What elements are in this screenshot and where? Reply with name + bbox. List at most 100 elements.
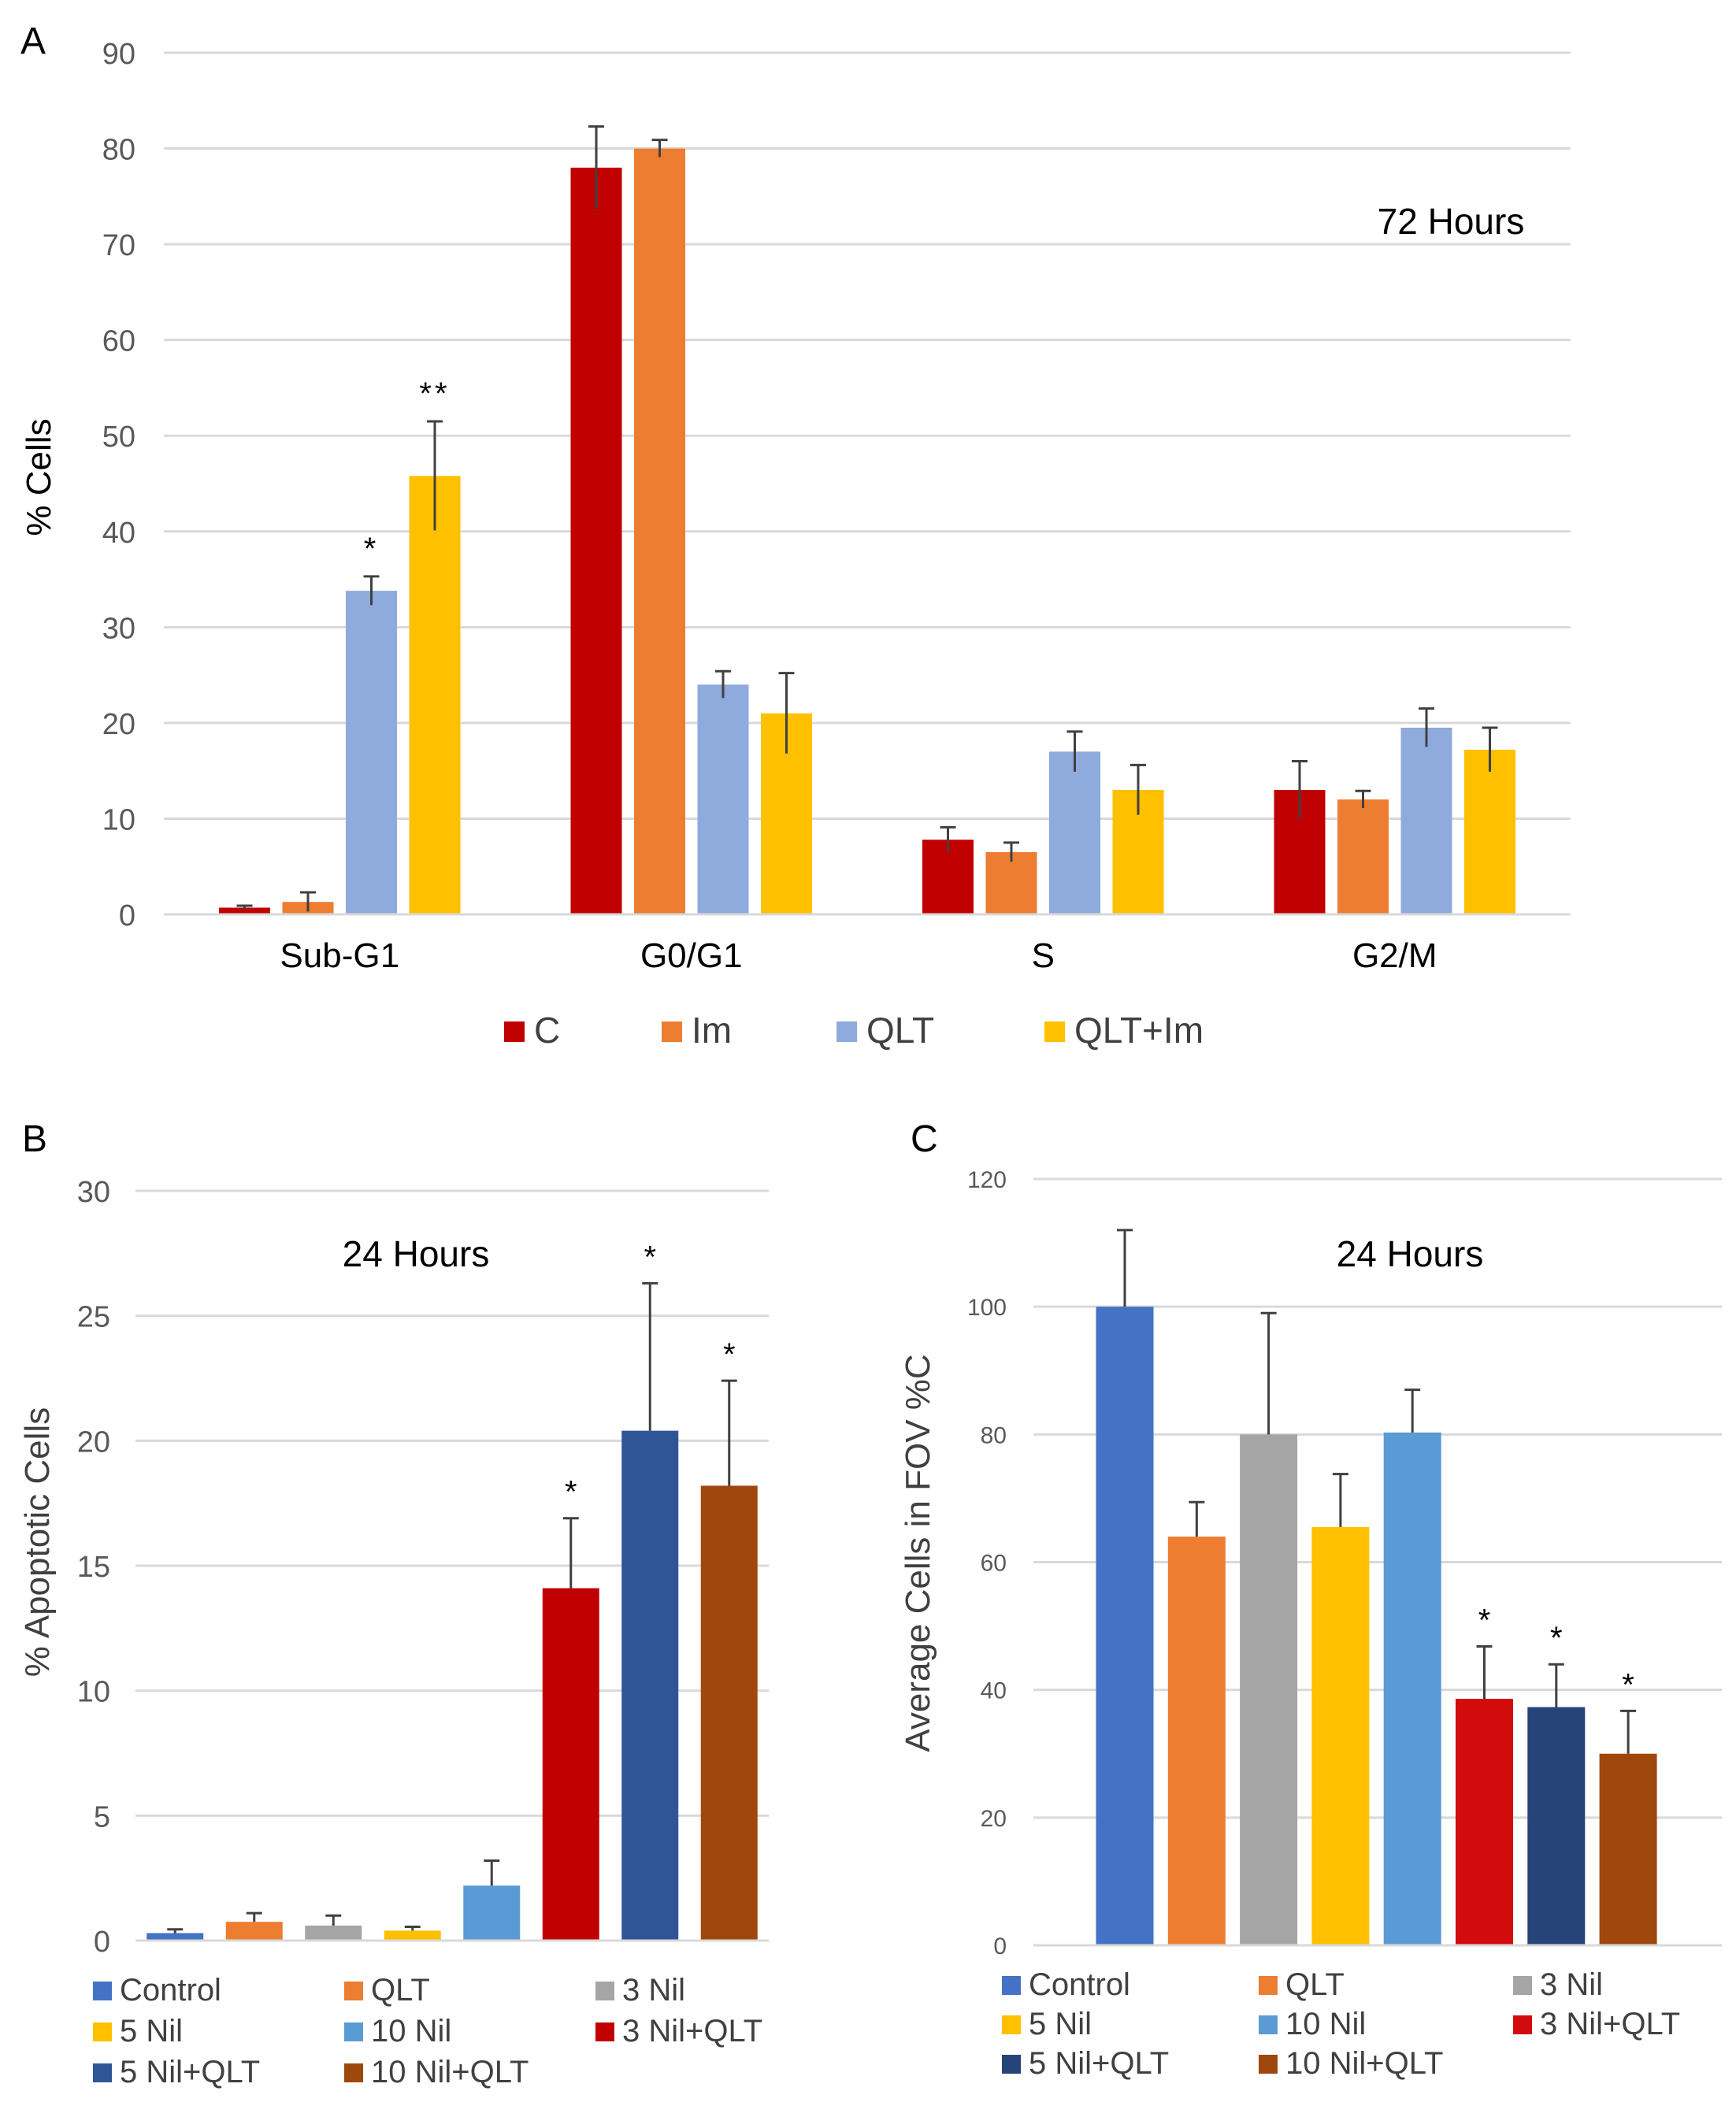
legend-label: 10 Nil xyxy=(371,2014,451,2048)
bar xyxy=(542,1588,599,1941)
legend-swatch xyxy=(93,1982,112,2000)
y-tick-label: 20 xyxy=(77,1426,110,1459)
bar xyxy=(1456,1699,1513,1945)
bar xyxy=(384,1930,441,1941)
legend-label: 10 Nil+QLT xyxy=(371,2055,529,2089)
y-tick-label: 10 xyxy=(102,803,135,836)
legend-swatch xyxy=(344,2063,363,2082)
panel-a-annotation: 72 Hours xyxy=(1378,201,1525,242)
bar xyxy=(697,684,749,914)
y-tick-label: 0 xyxy=(993,1933,1007,1959)
legend-label: QLT xyxy=(866,1010,934,1051)
bar xyxy=(1400,727,1452,914)
y-tick-label: 40 xyxy=(981,1678,1007,1704)
y-tick-label: 80 xyxy=(102,134,135,167)
legend-label: 10 Nil+QLT xyxy=(1285,2046,1443,2081)
legend-label: 3 Nil xyxy=(622,1973,685,2008)
panel-b-label: B xyxy=(22,1118,47,1160)
legend-swatch xyxy=(344,1982,363,2000)
panel-c-bars xyxy=(1096,1307,1657,1945)
bar xyxy=(346,591,397,914)
legend-label: 5 Nil xyxy=(1029,2007,1092,2041)
y-tick-label: 50 xyxy=(102,421,135,454)
panel-c-annotation: 24 Hours xyxy=(1337,1233,1484,1274)
legend-label: 3 Nil+QLT xyxy=(1540,2007,1680,2041)
panel-b: B 0 5 10 15 20 25 30 % Apoptotic Cells * * * 24 … xyxy=(18,1118,769,2089)
bar xyxy=(463,1885,521,1941)
significance-marker: * xyxy=(1478,1604,1491,1638)
significance-marker: * xyxy=(1550,1621,1563,1655)
bar xyxy=(621,1430,679,1941)
legend-swatch xyxy=(595,2022,614,2041)
bar xyxy=(634,148,685,915)
panel-a-y-ticks: 0 10 20 30 40 50 60 70 80 90 xyxy=(102,38,135,932)
legend-swatch xyxy=(1259,1976,1278,1995)
legend-swatch xyxy=(93,2022,112,2041)
significance-marker: ** xyxy=(419,376,450,411)
x-tick-label: Sub-G1 xyxy=(280,936,399,975)
y-tick-label: 25 xyxy=(77,1301,110,1334)
x-tick-label: G2/M xyxy=(1352,936,1437,975)
y-tick-label: 20 xyxy=(102,708,135,741)
bar xyxy=(1337,799,1389,914)
panel-c-y-axis-label: Average Cells in FOV %C xyxy=(899,1354,937,1752)
significance-marker: * xyxy=(364,532,380,566)
y-tick-label: 15 xyxy=(77,1551,110,1584)
y-tick-label: 90 xyxy=(102,38,135,71)
legend-label: Control xyxy=(1029,1967,1130,2002)
bar xyxy=(1464,749,1515,914)
legend-label: 3 Nil xyxy=(1540,1967,1603,2002)
bar xyxy=(1599,1753,1657,1945)
legend-label: 5 Nil+QLT xyxy=(120,2055,260,2089)
legend-swatch xyxy=(1002,2015,1021,2034)
y-tick-label: 60 xyxy=(102,325,135,358)
bar xyxy=(1240,1434,1298,1945)
y-tick-label: 20 xyxy=(981,1806,1007,1832)
x-tick-label: G0/G1 xyxy=(640,936,743,975)
legend-swatch xyxy=(1259,2055,1278,2074)
panel-c-legend: Control QLT 3 Nil 5 Nil 10 Nil 3 Nil+QLT 5 Nil… xyxy=(1002,1967,1680,2081)
y-tick-label: 70 xyxy=(102,229,135,262)
legend-swatch xyxy=(344,2022,363,2041)
bar xyxy=(305,1925,362,1941)
panel-b-significance: * * * xyxy=(565,1240,736,1509)
bar xyxy=(1096,1307,1154,1945)
legend-swatch xyxy=(595,1982,614,2000)
y-tick-label: 5 xyxy=(94,1800,110,1833)
panel-b-y-axis-label: % Apoptotic Cells xyxy=(18,1407,57,1677)
legend-swatch xyxy=(1044,1021,1065,1042)
significance-marker: * xyxy=(723,1337,736,1372)
y-tick-label: 30 xyxy=(77,1176,110,1209)
legend-label: Im xyxy=(692,1010,732,1051)
panel-b-error-bars xyxy=(167,1281,737,1933)
legend-swatch xyxy=(1002,2055,1021,2074)
panel-a-x-ticks: Sub-G1 G0/G1 S G2/M xyxy=(280,936,1437,975)
legend-swatch xyxy=(504,1021,525,1042)
legend-swatch xyxy=(93,2063,112,2082)
panel-a-bars xyxy=(219,148,1515,915)
x-tick-label: S xyxy=(1032,936,1055,975)
bar xyxy=(409,476,461,914)
y-tick-label: 40 xyxy=(102,517,135,550)
legend-label: QLT xyxy=(1285,1967,1345,2002)
panel-b-annotation: 24 Hours xyxy=(343,1233,490,1274)
significance-marker: * xyxy=(565,1475,577,1510)
bar xyxy=(219,907,270,914)
panel-c: C 0 20 40 60 80 100 120 Average Cells in FOV %… xyxy=(899,1118,1722,2081)
bar xyxy=(1383,1432,1441,1945)
y-tick-label: 10 xyxy=(77,1676,110,1709)
panel-c-significance: * * * xyxy=(1478,1604,1634,1703)
legend-label: C xyxy=(534,1010,560,1051)
legend-swatch xyxy=(1513,1976,1532,1995)
y-tick-label: 80 xyxy=(981,1422,1007,1448)
bar xyxy=(1049,751,1100,914)
bar xyxy=(1167,1537,1226,1945)
panel-a-significance: *** xyxy=(364,376,450,566)
panel-b-bars xyxy=(147,1430,758,1941)
panel-b-y-ticks: 0 5 10 15 20 25 30 xyxy=(77,1176,110,1959)
legend-swatch xyxy=(662,1021,682,1042)
legend-label: QLT+Im xyxy=(1074,1010,1204,1051)
y-tick-label: 30 xyxy=(102,612,135,645)
bar xyxy=(985,851,1037,914)
